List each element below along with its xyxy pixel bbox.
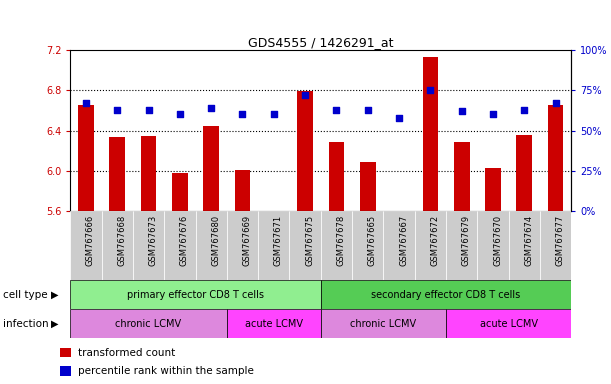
Bar (70, 211, 101, 280)
Text: GSM767670: GSM767670 (493, 215, 502, 266)
Point (300, 92, 310, 98)
Bar (352, 211, 384, 280)
Bar (60, 348, 71, 357)
Text: secondary effector CD8 T cells: secondary effector CD8 T cells (371, 290, 521, 300)
Bar (101, 211, 133, 280)
Bar (485, 168, 501, 211)
Point (238, 111, 247, 118)
Bar (540, 211, 571, 280)
Bar (423, 57, 438, 211)
Point (363, 106, 373, 113)
Bar (321, 280, 571, 309)
Point (519, 106, 529, 113)
Bar (516, 135, 532, 211)
Bar (203, 126, 219, 211)
Bar (78, 105, 93, 211)
Point (81, 100, 91, 106)
Point (144, 106, 153, 113)
Bar (290, 211, 321, 280)
Text: GSM767678: GSM767678 (337, 215, 345, 266)
Text: ▶: ▶ (51, 290, 58, 300)
Bar (321, 211, 352, 280)
Bar (141, 136, 156, 211)
Bar (446, 309, 571, 338)
Point (269, 111, 279, 118)
Bar (227, 211, 258, 280)
Text: GSM767672: GSM767672 (430, 215, 439, 266)
Point (488, 111, 498, 118)
Text: GSM767675: GSM767675 (305, 215, 314, 266)
Bar (70, 280, 321, 309)
Bar (360, 162, 376, 211)
Bar (258, 211, 290, 280)
Bar (70, 309, 227, 338)
Bar (227, 309, 321, 338)
Bar (109, 137, 125, 211)
Bar (509, 211, 540, 280)
Bar (391, 211, 407, 214)
Text: GSM767667: GSM767667 (399, 215, 408, 266)
Bar (133, 211, 164, 280)
Text: GSM767669: GSM767669 (243, 215, 252, 266)
Text: primary effector CD8 T cells: primary effector CD8 T cells (127, 290, 264, 300)
Text: GSM767680: GSM767680 (211, 215, 220, 266)
Text: GSM767677: GSM767677 (555, 215, 565, 266)
Bar (548, 105, 563, 211)
Point (394, 114, 404, 121)
Point (207, 105, 216, 111)
Bar (446, 211, 477, 280)
Text: GSM767671: GSM767671 (274, 215, 283, 266)
Text: chronic LCMV: chronic LCMV (350, 318, 417, 329)
Bar (415, 211, 446, 280)
Title: GDS4555 / 1426291_at: GDS4555 / 1426291_at (248, 36, 393, 49)
Bar (235, 170, 251, 211)
Text: GSM767666: GSM767666 (86, 215, 95, 266)
Text: GSM767673: GSM767673 (148, 215, 158, 266)
Bar (60, 366, 71, 376)
Text: acute LCMV: acute LCMV (245, 318, 303, 329)
Text: GSM767676: GSM767676 (180, 215, 189, 266)
Point (332, 106, 342, 113)
Text: chronic LCMV: chronic LCMV (115, 318, 181, 329)
Point (457, 108, 467, 114)
Text: ▶: ▶ (51, 318, 58, 329)
Text: GSM767679: GSM767679 (462, 215, 470, 266)
Text: transformed count: transformed count (78, 348, 176, 358)
Text: GSM767668: GSM767668 (117, 215, 126, 266)
Bar (164, 211, 196, 280)
Bar (329, 142, 344, 211)
Text: percentile rank within the sample: percentile rank within the sample (78, 366, 254, 376)
Bar (196, 211, 227, 280)
Bar (172, 173, 188, 211)
Point (112, 106, 122, 113)
Bar (454, 142, 469, 211)
Text: GSM767674: GSM767674 (524, 215, 533, 266)
Text: infection: infection (3, 318, 49, 329)
Bar (321, 309, 446, 338)
Bar (298, 91, 313, 211)
Text: acute LCMV: acute LCMV (480, 318, 538, 329)
Point (425, 87, 435, 93)
Bar (384, 211, 415, 280)
Point (175, 111, 185, 118)
Bar (266, 211, 282, 214)
Text: GSM767665: GSM767665 (368, 215, 377, 266)
Text: cell type: cell type (3, 290, 48, 300)
Point (551, 100, 560, 106)
Bar (477, 211, 509, 280)
